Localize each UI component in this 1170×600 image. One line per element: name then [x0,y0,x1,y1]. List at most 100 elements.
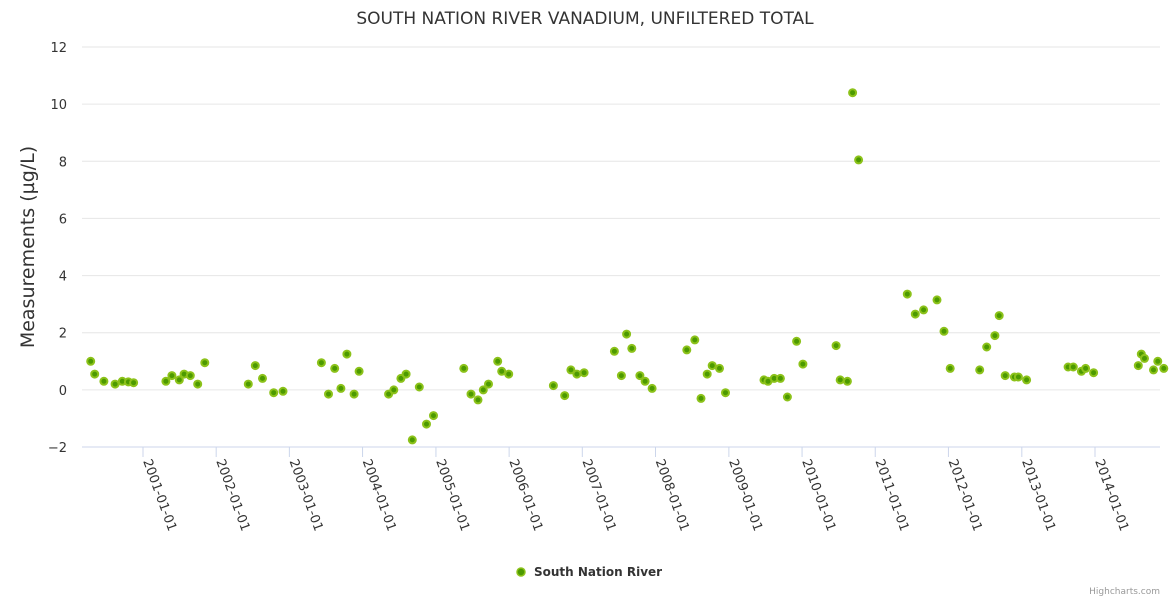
data-point[interactable] [919,305,929,315]
data-point[interactable] [560,391,570,401]
data-point[interactable] [1140,353,1149,363]
legend-marker-icon[interactable] [516,567,526,577]
data-point[interactable] [200,358,210,368]
data-point[interactable] [129,378,139,388]
data-point[interactable] [497,366,507,376]
data-point[interactable] [721,388,730,398]
data-point[interactable] [174,375,184,385]
data-point[interactable] [1133,361,1143,371]
data-point[interactable] [473,395,483,405]
data-point[interactable] [354,366,364,376]
data-point[interactable] [422,419,431,429]
data-point[interactable] [702,369,712,379]
data-point[interactable] [86,356,96,366]
data-point[interactable] [910,309,920,319]
data-point[interactable] [579,368,589,378]
data-point[interactable] [715,363,724,373]
gridlines [82,46,1160,391]
data-point[interactable] [484,379,493,389]
data-point[interactable] [330,363,340,373]
data-point[interactable] [842,376,852,386]
data-point[interactable] [707,361,717,371]
data-point[interactable] [945,363,955,373]
legend[interactable]: South Nation River [516,565,662,579]
data-point[interactable] [389,385,399,395]
data-point[interactable] [990,331,1000,341]
data-point[interactable] [775,373,785,383]
data-point[interactable] [572,369,582,379]
data-point[interactable] [696,393,706,403]
y-tick-label: 4 [59,270,67,285]
data-point[interactable] [401,369,411,379]
y-axis-ticks: −2 0 2 4 6 8 10 12 [48,41,67,456]
data-point[interactable] [982,342,992,352]
data-point[interactable] [459,363,469,373]
data-point[interactable] [278,386,288,396]
data-point[interactable] [1013,372,1023,382]
data-point[interactable] [798,359,808,369]
data-point[interactable] [627,343,637,353]
y-tick-label: 6 [59,212,67,227]
data-point[interactable] [478,385,488,395]
data-point[interactable] [835,375,845,385]
data-point[interactable] [1068,362,1078,372]
data-point[interactable] [316,358,326,368]
data-point[interactable] [782,392,792,402]
data-point[interactable] [831,341,841,351]
data-point[interactable] [324,389,333,399]
data-point[interactable] [622,329,632,339]
data-point[interactable] [640,376,650,386]
data-point[interactable] [939,326,949,336]
data-point[interactable] [994,311,1004,321]
data-point[interactable] [1000,371,1010,381]
data-point[interactable] [504,369,514,379]
data-point[interactable] [1149,365,1158,375]
data-point[interactable] [250,361,260,371]
data-point[interactable] [647,383,657,393]
data-point[interactable] [975,365,985,375]
data-point[interactable] [1153,356,1163,366]
data-point[interactable] [336,383,346,393]
data-point[interactable] [690,335,700,345]
data-point[interactable] [902,289,912,299]
data-point[interactable] [566,365,576,375]
data-point[interactable] [616,371,626,381]
data-point[interactable] [342,349,352,359]
credits-link[interactable]: Highcharts.com [1089,587,1160,597]
data-point[interactable] [466,389,476,399]
legend-item-label[interactable]: South Nation River [534,565,662,579]
data-point[interactable] [243,379,253,389]
data-point[interactable] [185,371,195,381]
data-point[interactable] [1159,363,1169,373]
data-point[interactable] [848,88,858,98]
data-point[interactable] [493,356,503,366]
data-point[interactable] [1081,363,1091,373]
data-point[interactable] [1022,375,1032,385]
data-point[interactable] [429,411,438,421]
data-point[interactable] [161,376,171,386]
y-tick-label: 12 [50,41,67,56]
data-point[interactable] [609,346,619,356]
data-point[interactable] [349,389,359,399]
data-point[interactable] [193,379,203,389]
data-point[interactable] [258,373,267,383]
data-point[interactable] [1089,368,1099,378]
data-point[interactable] [932,295,942,305]
data-point[interactable] [407,435,417,445]
y-tick-label: 0 [59,384,67,399]
data-point[interactable] [167,371,177,381]
data-point[interactable] [99,376,109,386]
data-point[interactable] [854,155,864,165]
y-axis-label: Measurements (µg/L) [17,146,39,348]
y-tick-label: 8 [59,155,67,170]
data-point[interactable] [548,381,558,391]
data-point[interactable] [90,369,100,379]
data-point[interactable] [269,388,279,398]
data-point[interactable] [792,336,802,346]
data-point[interactable] [414,382,424,392]
data-point[interactable] [635,371,645,381]
y-tick-label: 10 [50,98,67,113]
y-tick-label: 2 [59,327,67,342]
data-point[interactable] [682,345,692,355]
data-point[interactable] [110,379,120,389]
